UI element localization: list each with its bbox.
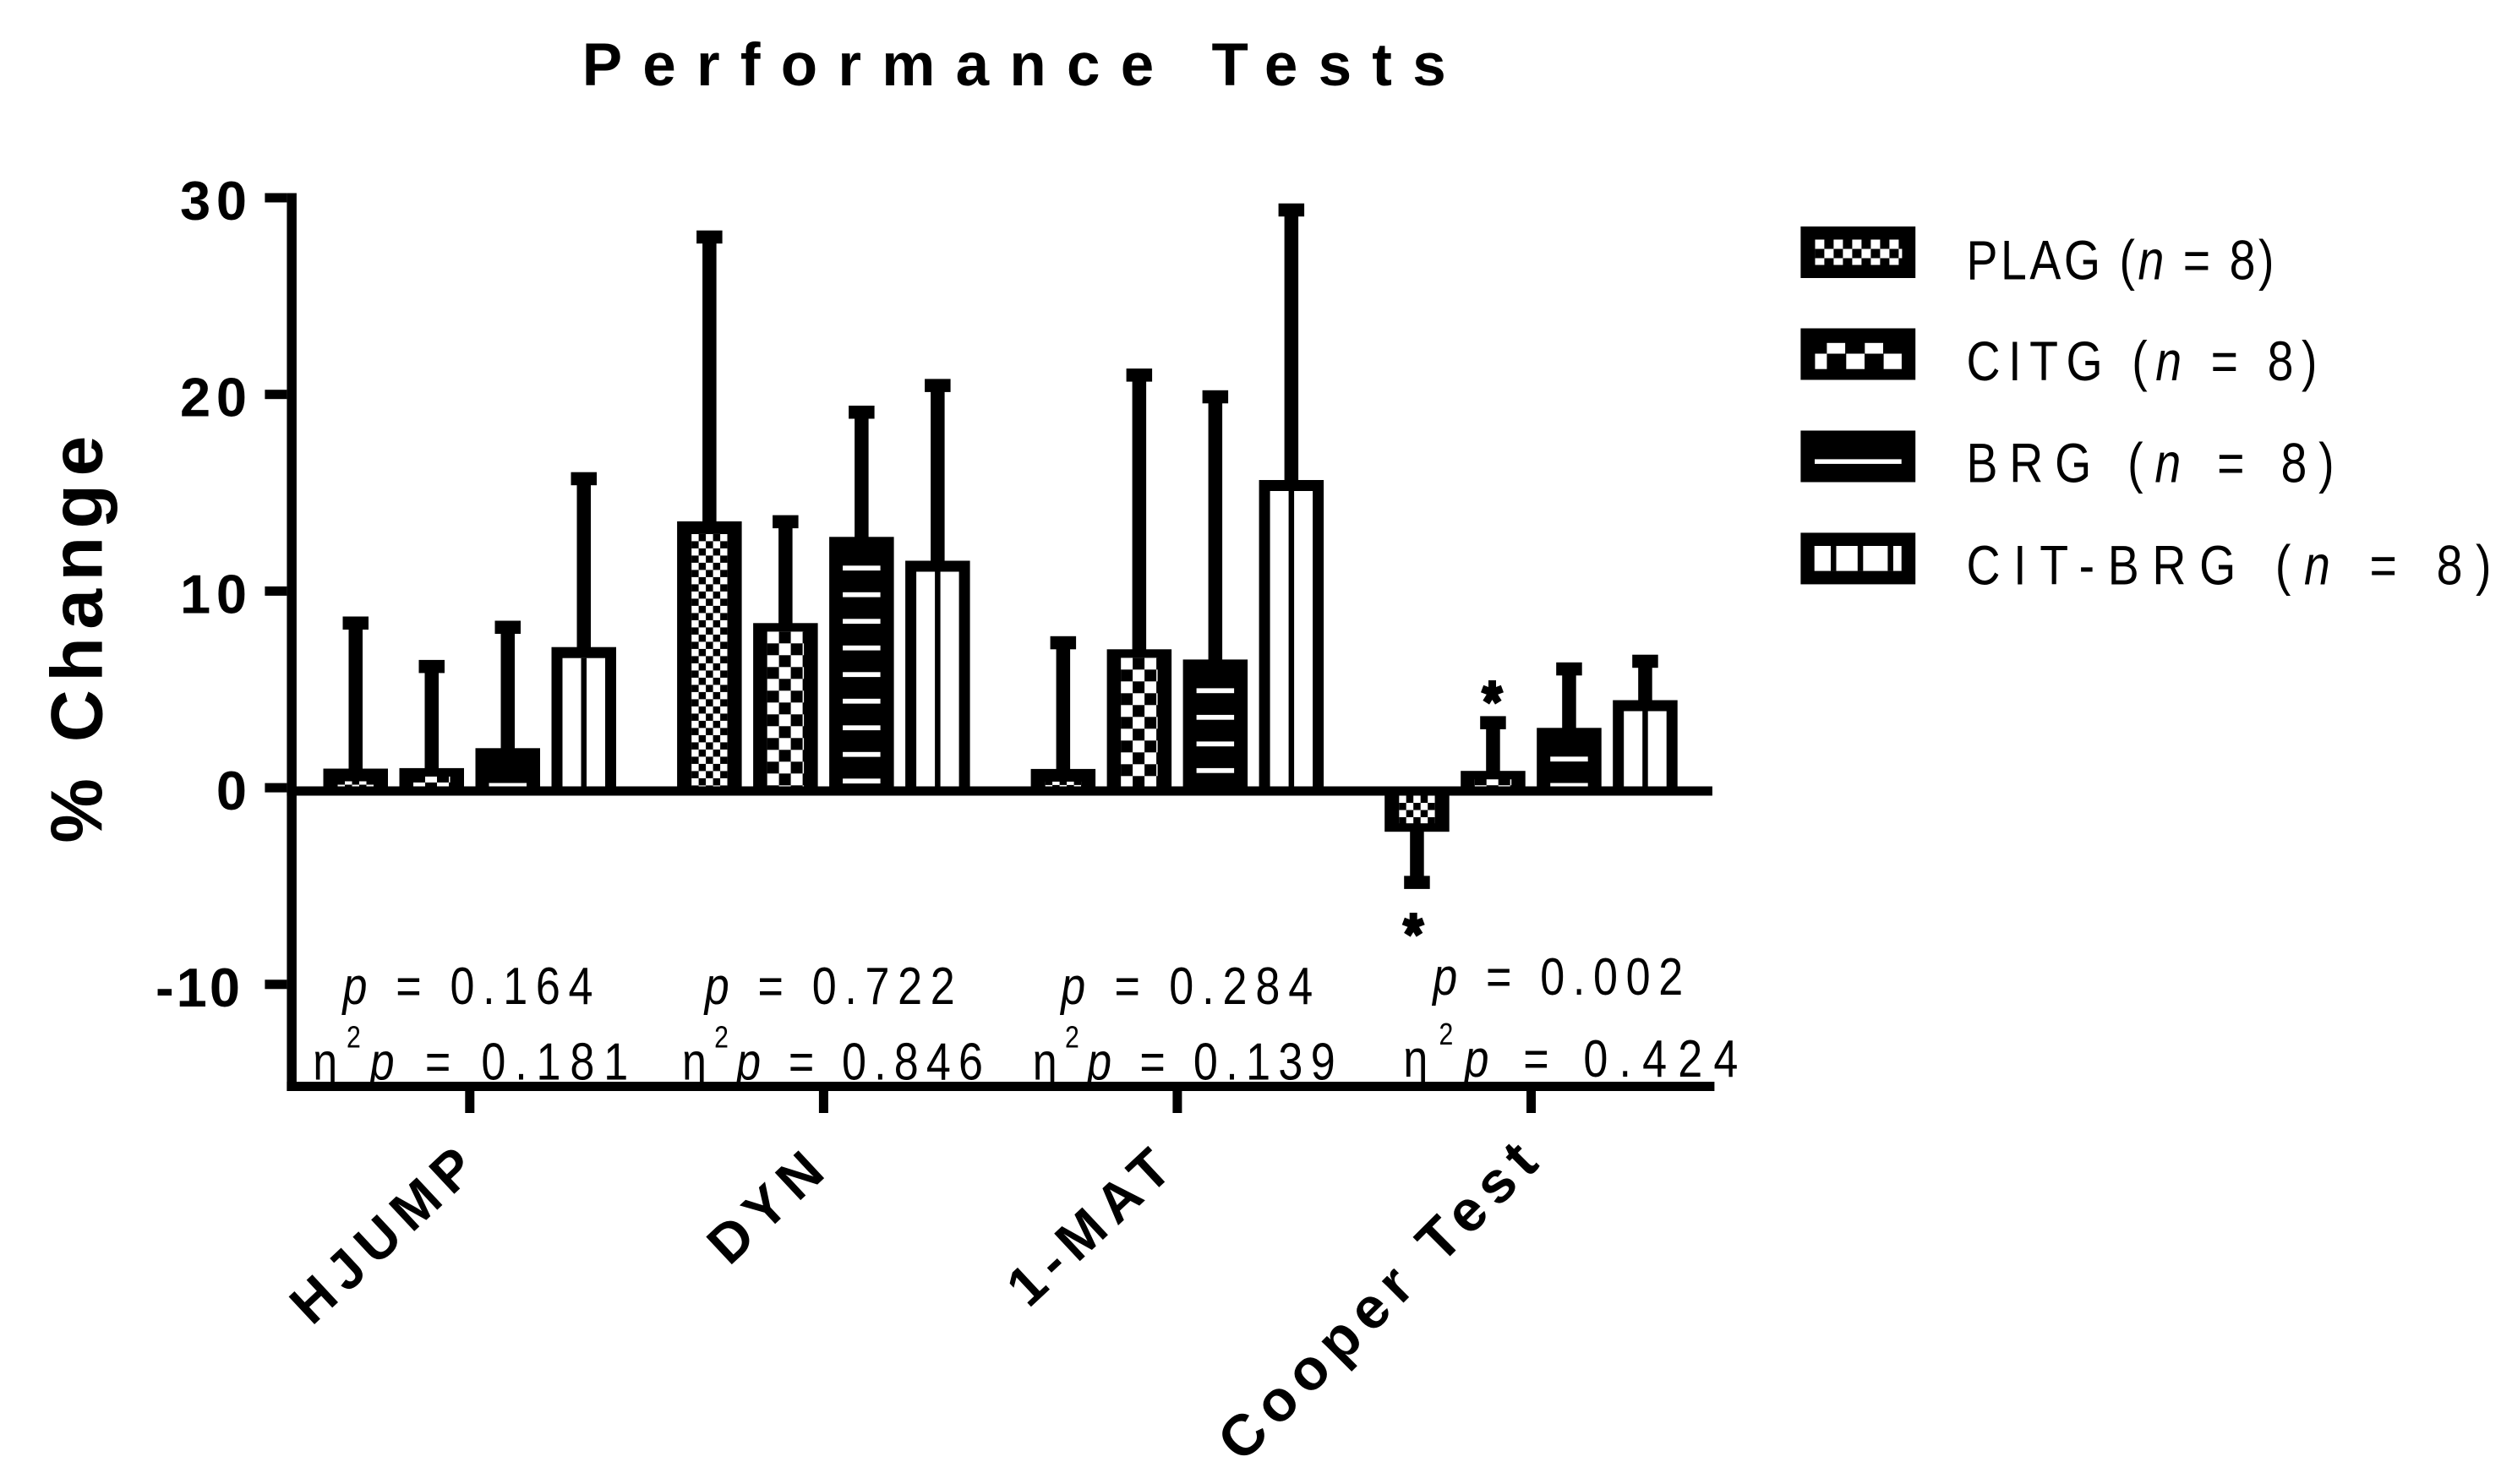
svg-text:p = 0.722: p = 0.722 bbox=[703, 958, 955, 1016]
svg-text:0: 0 bbox=[216, 760, 247, 821]
svg-text:PLAG (n = 8): PLAG (n = 8) bbox=[1967, 229, 2274, 292]
svg-text:-10: -10 bbox=[156, 957, 240, 1018]
svg-text:p = 0.164: p = 0.164 bbox=[341, 958, 593, 1016]
svg-text:p = 0.284: p = 0.284 bbox=[1059, 958, 1313, 1016]
svg-text:p = 0.002: p = 0.002 bbox=[1431, 948, 1683, 1007]
svg-text:CIT-BRG (n = 8): CIT-BRG (n = 8) bbox=[1967, 534, 2492, 597]
svg-text:% Change: % Change bbox=[37, 436, 118, 843]
